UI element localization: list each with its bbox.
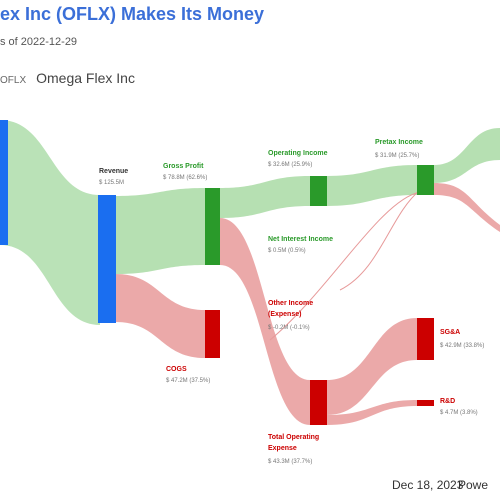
- flow-total-opex-rd: [327, 400, 417, 425]
- footer-source: Powe: [458, 478, 489, 492]
- flows: [0, 120, 500, 425]
- flow-pretax-onward: [434, 128, 500, 183]
- flow-total-opex-sga: [327, 318, 417, 415]
- node-bar-total-opex: [310, 380, 327, 425]
- label-operating-income: Operating Income: [268, 150, 328, 157]
- flow-net-interest: [339, 189, 421, 291]
- value-revenue: $ 125.5M: [99, 180, 124, 186]
- label-sga: SG&A: [440, 329, 460, 336]
- value-other-income: $ -0.2M (-0.1%): [268, 325, 310, 331]
- value-gross-profit: $ 78.8M (62.6%): [163, 175, 207, 181]
- label-net-interest-income: Net Interest Income: [268, 236, 333, 243]
- flow-operating-income-pretax: [327, 165, 417, 206]
- node-bar-revenue: [98, 195, 116, 323]
- label-total-operating-expense: Total Operating Expense: [268, 434, 319, 452]
- value-cogs: $ 47.2M (37.5%): [166, 378, 210, 384]
- company-name: Omega Flex Inc: [36, 70, 135, 86]
- labels: Revenue $ 125.5M Gross Profit $ 78.8M (6…: [99, 139, 484, 465]
- chart-subtitle: s of 2022-12-29: [0, 36, 78, 48]
- value-rd: $ 4.7M (3.8%): [440, 410, 478, 416]
- label-cogs: COGS: [166, 366, 187, 373]
- flow-source-revenue: [0, 120, 100, 325]
- label-pretax-income: Pretax Income: [375, 139, 423, 146]
- flow-revenue-cogs: [116, 274, 205, 358]
- footer-date: Dec 18, 2023: [392, 478, 464, 492]
- value-sga: $ 42.9M (33.8%): [440, 343, 484, 349]
- value-total-operating-expense: $ 43.3M (37.7%): [268, 459, 312, 465]
- node-bar-gross-profit: [205, 188, 220, 265]
- label-gross-profit: Gross Profit: [163, 163, 204, 170]
- flow-gross-profit-operating-income: [220, 176, 310, 218]
- label-other-income: Other Income (Expense): [268, 300, 313, 318]
- flow-other-income: [269, 191, 421, 341]
- nodes: [0, 120, 434, 425]
- flow-revenue-gross-profit: [116, 188, 205, 274]
- node-bar-sga: [417, 318, 434, 360]
- value-net-interest-income: $ 0.5M (0.5%): [268, 248, 306, 254]
- flow-gross-profit-total-opex: [220, 218, 310, 425]
- node-bar-source: [0, 120, 8, 245]
- node-bar-cogs: [205, 310, 220, 358]
- value-operating-income: $ 32.6M (25.9%): [268, 162, 312, 168]
- label-revenue: Revenue: [99, 168, 128, 175]
- chart-title: ex Inc (OFLX) Makes Its Money: [0, 4, 265, 24]
- company-line: OFLX Omega Flex Inc: [0, 70, 135, 86]
- node-bar-rd: [417, 400, 434, 406]
- node-bar-operating-income: [310, 176, 327, 206]
- label-rd: R&D: [440, 398, 455, 405]
- flow-pretax-tax: [434, 183, 500, 232]
- node-bar-pretax-income: [417, 165, 434, 195]
- value-pretax-income: $ 31.9M (25.7%): [375, 153, 419, 159]
- ticker-code: OFLX: [0, 75, 27, 86]
